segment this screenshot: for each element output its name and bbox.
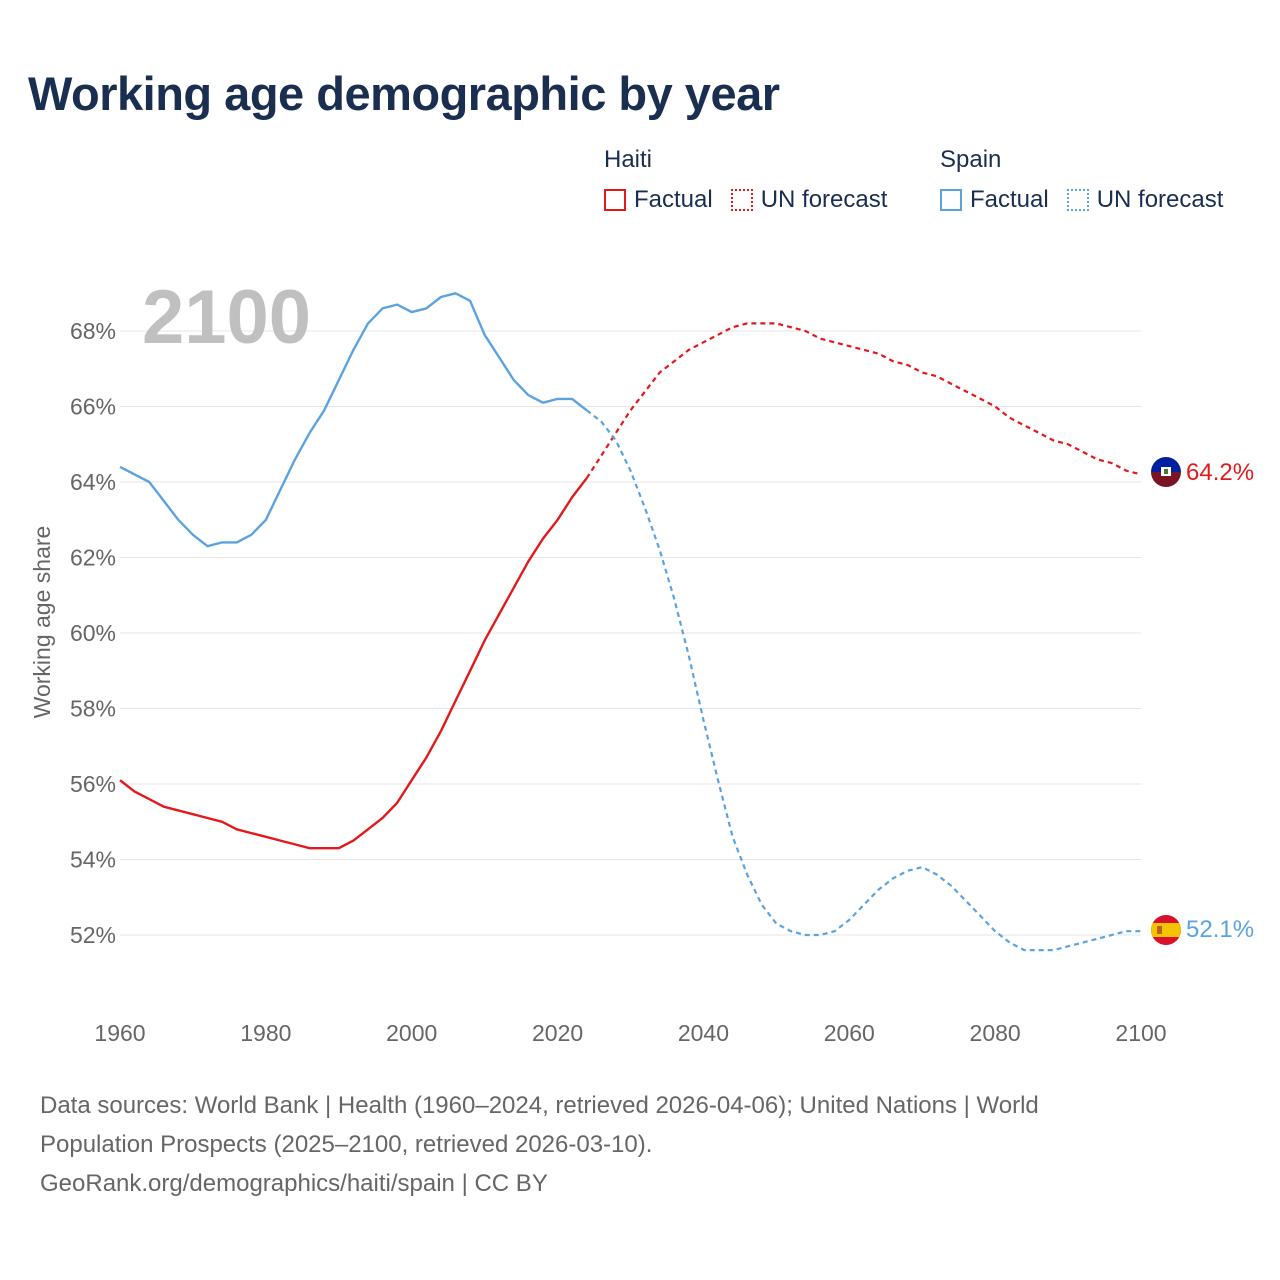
x-tick-label: 2080 [970, 1020, 1021, 1046]
haiti-factual-line [119, 477, 588, 850]
y-tick-label: 66% [70, 394, 116, 420]
haiti-flag-icon [1151, 457, 1181, 487]
grid-lines [120, 330, 1141, 936]
legend-spain: Spain Factual UN forecast [940, 144, 1223, 214]
x-axis-ticks: 1960 1980 2000 2020 2040 2060 2080 2100 [94, 1020, 1166, 1046]
series-layer [119, 292, 1142, 952]
legend-haiti-factual[interactable]: Factual [604, 186, 713, 214]
legend-haiti: Haiti Factual UN forecast [604, 144, 905, 214]
y-tick-label: 54% [70, 847, 116, 873]
x-tick-label: 2020 [532, 1020, 583, 1046]
footer-attribution[interactable]: GeoRank.org/demographics/haiti/spain | C… [40, 1170, 548, 1197]
legend-spain-factual-label: Factual [970, 186, 1049, 213]
footer-sources-line1: Data sources: World Bank | Health (1960–… [40, 1092, 1039, 1119]
y-axis-ticks: 52% 54% 56% 58% 60% 62% 64% 66% 68% [70, 318, 116, 948]
year-display: 2100 [142, 275, 311, 360]
legend-swatch-solid-blue [940, 189, 962, 211]
haiti-end-label: 64.2% [1186, 459, 1254, 486]
y-tick-label: 56% [70, 771, 116, 797]
y-tick-label: 64% [70, 469, 116, 495]
legend-haiti-forecast[interactable]: UN forecast [730, 186, 888, 214]
y-tick-label: 68% [70, 318, 116, 344]
y-tick-label: 62% [70, 545, 116, 571]
spain-forecast-line [586, 409, 1141, 952]
legend-swatch-solid-red [604, 189, 626, 211]
y-tick-label: 58% [70, 696, 116, 722]
y-tick-label: 60% [70, 620, 116, 646]
legend-spain-forecast-label: UN forecast [1096, 186, 1224, 213]
footer-sources-line2: Population Prospects (2025–2100, retriev… [40, 1131, 653, 1158]
legend-country-haiti: Haiti [604, 146, 653, 173]
haiti-forecast-line [585, 322, 1142, 479]
y-tick-label: 52% [70, 922, 116, 948]
legend-spain-factual[interactable]: Factual [940, 186, 1049, 214]
y-axis-label: Working age share [29, 526, 55, 719]
chart-title: Working age demographic by year [28, 67, 780, 120]
spain-end-label: 52.1% [1186, 916, 1254, 943]
legend-spain-forecast[interactable]: UN forecast [1066, 186, 1224, 214]
x-tick-label: 2040 [678, 1020, 729, 1046]
x-tick-label: 2060 [824, 1020, 875, 1046]
spain-flag-icon [1151, 915, 1181, 945]
legend-country-spain: Spain [940, 146, 1002, 173]
x-tick-label: 1980 [240, 1020, 291, 1046]
legend-swatch-dotted-blue [1066, 189, 1089, 211]
legend-haiti-factual-label: Factual [634, 186, 713, 213]
legend-haiti-forecast-label: UN forecast [760, 186, 888, 213]
legend-swatch-dotted-red [730, 189, 753, 211]
footer: Data sources: World Bank | Health (1960–… [40, 1086, 1240, 1203]
x-tick-label: 1960 [94, 1020, 145, 1046]
x-tick-label: 2100 [1115, 1020, 1166, 1046]
spain-factual-line [119, 292, 588, 548]
x-tick-label: 2000 [386, 1020, 437, 1046]
